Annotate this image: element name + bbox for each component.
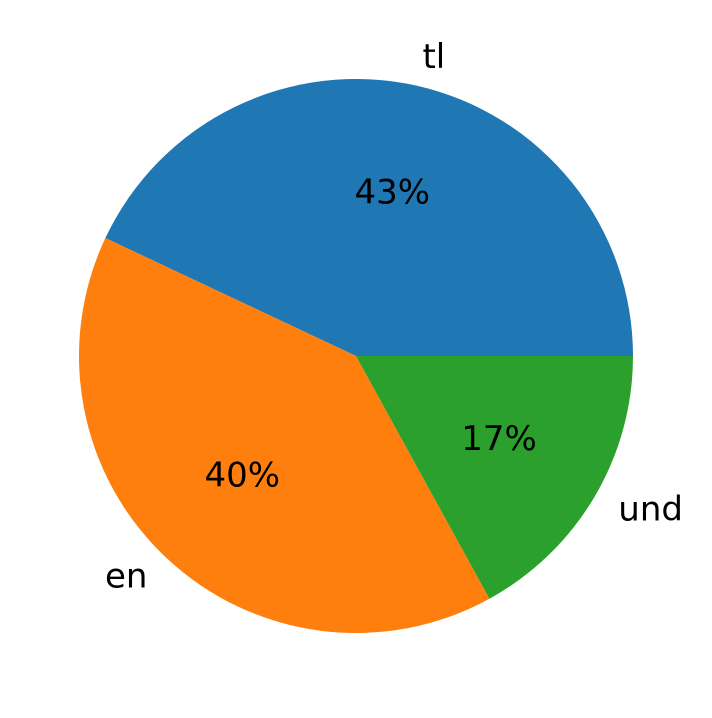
slice-label-en: en	[105, 557, 147, 597]
pie-slice-tl	[105, 79, 633, 356]
slice-label-tl: tl	[422, 37, 445, 77]
pie-slice-en	[79, 238, 490, 633]
slice-percent-en: 40%	[204, 456, 280, 496]
slice-label-und: und	[618, 490, 683, 530]
slice-percent-und: 17%	[461, 419, 537, 459]
pie-slices	[79, 79, 633, 633]
slice-percent-tl: 43%	[354, 172, 430, 212]
pie-slice-und	[356, 356, 633, 599]
pie-labels: tl 43% en 40% und 17%	[105, 37, 683, 596]
